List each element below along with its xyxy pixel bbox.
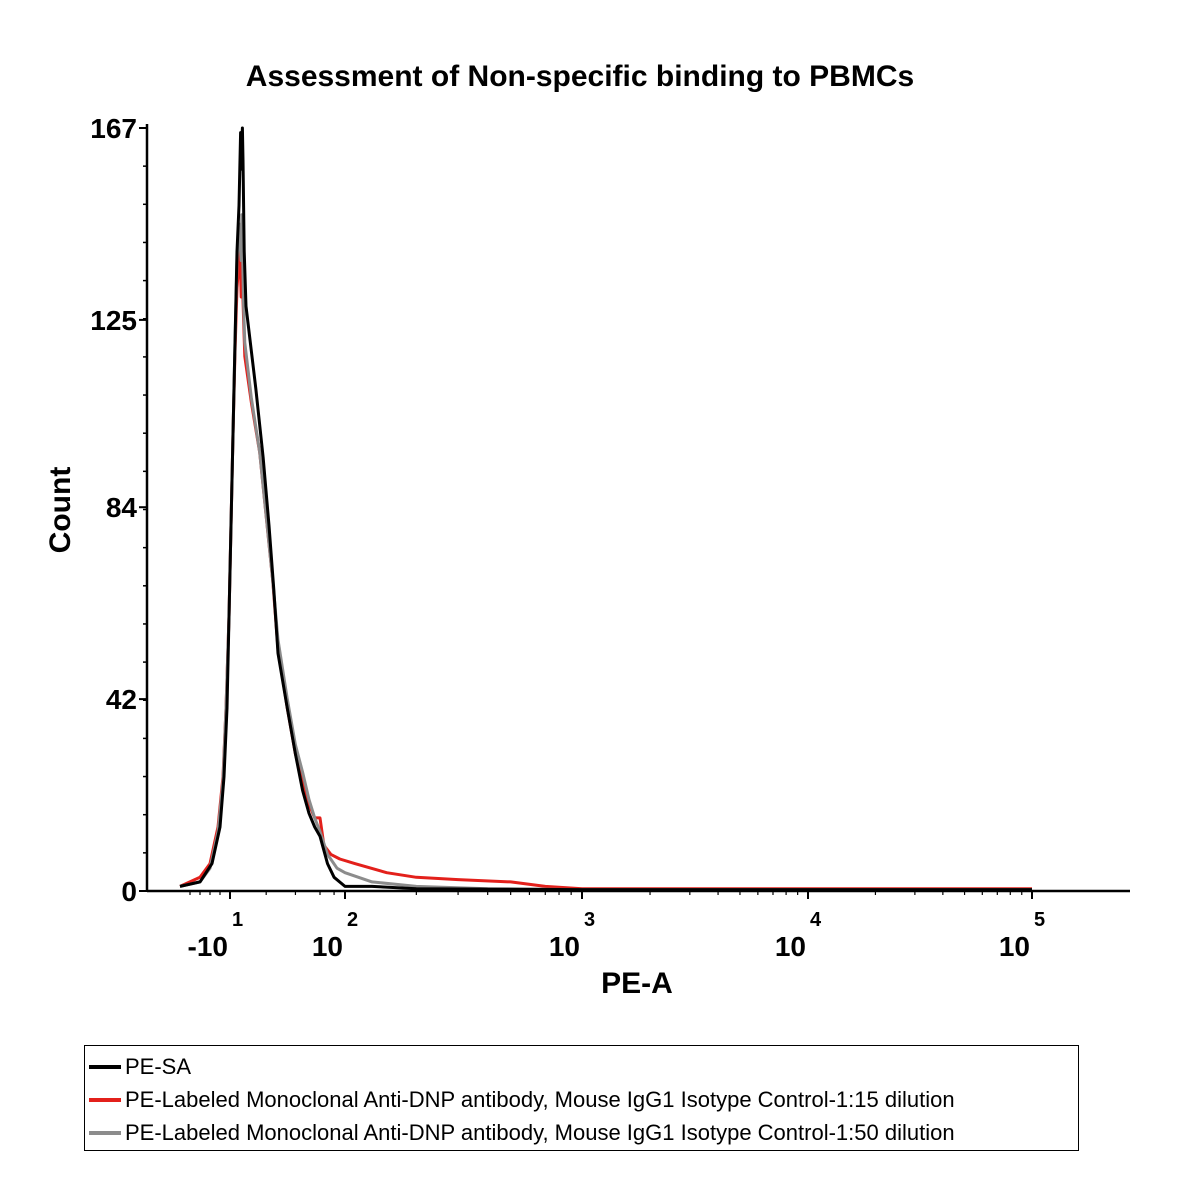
legend-swatch [89,1097,121,1102]
x-tick-exponent: 2 [347,909,358,931]
y-tick-label: 42 [106,684,137,715]
chart-title: Assessment of Non-specific binding to PB… [246,60,914,93]
legend-label: PE-SA [125,1053,192,1079]
x-tick-exponent: 4 [810,909,822,931]
legend-label: PE-Labeled Monoclonal Anti-DNP antibody,… [125,1086,955,1112]
x-tick-exponent: 5 [1034,909,1045,931]
y-tick-label: 0 [121,876,137,907]
x-tick-label: 10 [312,931,343,962]
legend-item: PE-SA [85,1050,1078,1083]
legend-item: PE-Labeled Monoclonal Anti-DNP antibody,… [85,1116,1078,1149]
legend-label: PE-Labeled Monoclonal Anti-DNP antibody,… [125,1119,955,1145]
y-tick-label: 84 [106,492,138,523]
x-axis-label: PE-A [601,967,673,1000]
x-tick-label: 10 [999,931,1030,962]
series-line-3 [179,213,1032,892]
x-tick-label: 10 [549,931,580,962]
x-tick-exponent: 3 [584,909,595,931]
y-axis-label: Count [44,467,77,554]
y-tick-label: 167 [90,113,137,144]
y-tick-label: 125 [90,305,137,336]
x-tick-label: 10 [775,931,806,962]
x-tick-label: -10 [188,931,228,962]
legend-swatch [89,1064,121,1069]
series-line-1 [179,126,1032,892]
plot-area [179,126,1032,892]
legend: PE-SA PE-Labeled Monoclonal Anti-DNP ant… [84,1045,1079,1151]
legend-item: PE-Labeled Monoclonal Anti-DNP antibody,… [85,1083,1078,1116]
x-tick-exponent: 1 [232,909,243,931]
legend-swatch [89,1130,121,1135]
